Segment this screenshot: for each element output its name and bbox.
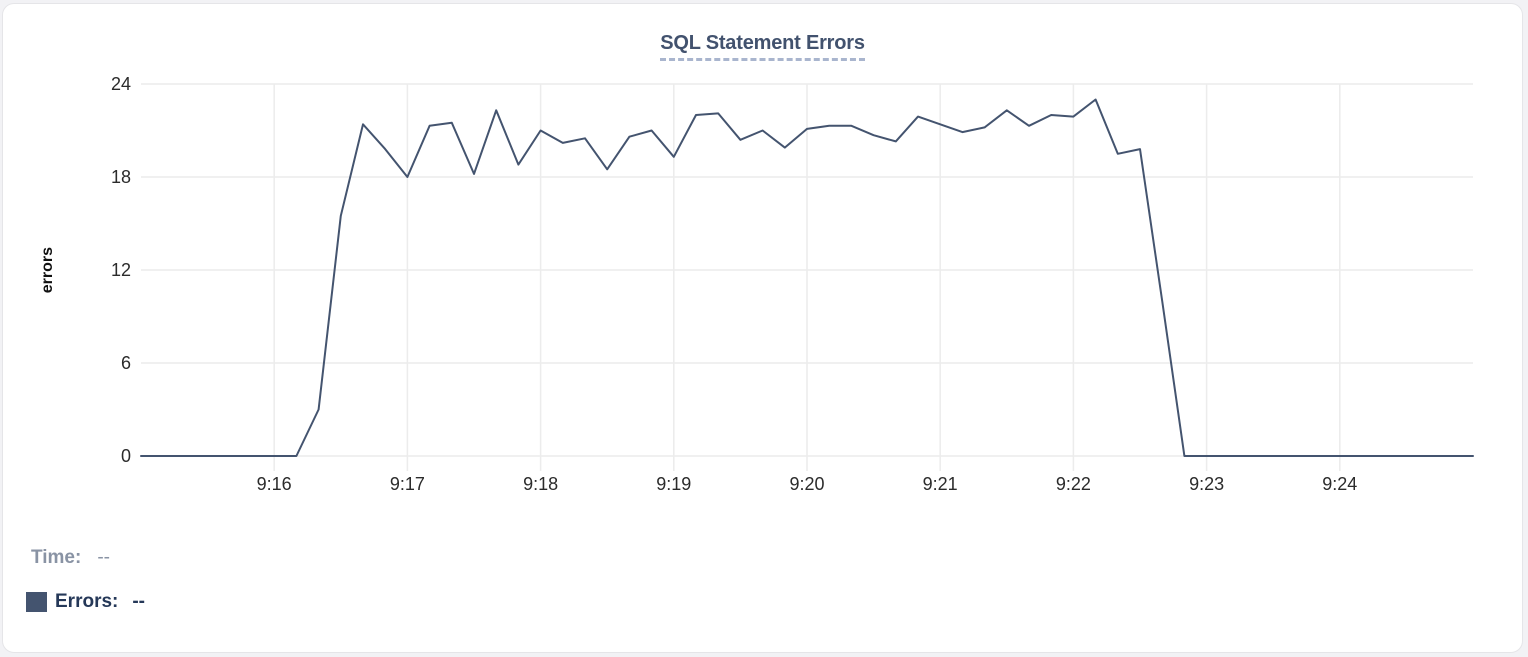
chart-card: SQL Statement Errors errors 0 6 12 18 24 9:1… — [2, 3, 1523, 653]
errors-line-chart[interactable] — [3, 4, 1528, 652]
y-tick-label: 6 — [120, 353, 131, 373]
x-tick-label: 9:17 — [389, 474, 425, 494]
y-tick-label: 0 — [120, 446, 131, 466]
x-tick-label: 9:24 — [1322, 474, 1358, 494]
x-tick-label: 9:22 — [1055, 474, 1091, 494]
x-tick-label: 9:20 — [789, 474, 825, 494]
legend-row-time: Time: -- — [31, 547, 110, 569]
legend-row-errors: Errors: -- — [26, 591, 145, 613]
time-value: -- — [97, 547, 110, 568]
errors-value: -- — [132, 591, 146, 612]
x-tick-label: 9:23 — [1189, 474, 1225, 494]
y-tick-label: 24 — [110, 74, 131, 94]
x-tick-label: 9:16 — [256, 474, 292, 494]
x-tick-label: 9:19 — [656, 474, 692, 494]
time-label: Time: — [31, 547, 82, 568]
y-tick-label: 18 — [110, 167, 131, 187]
square-swatch-icon — [26, 592, 47, 612]
x-tick-label: 9:21 — [922, 474, 958, 494]
x-tick-label: 9:18 — [523, 474, 559, 494]
chart-header: SQL Statement Errors — [3, 32, 1522, 61]
chart-title[interactable]: SQL Statement Errors — [660, 32, 865, 61]
y-tick-label: 12 — [110, 260, 131, 280]
errors-label: Errors: — [55, 591, 119, 612]
